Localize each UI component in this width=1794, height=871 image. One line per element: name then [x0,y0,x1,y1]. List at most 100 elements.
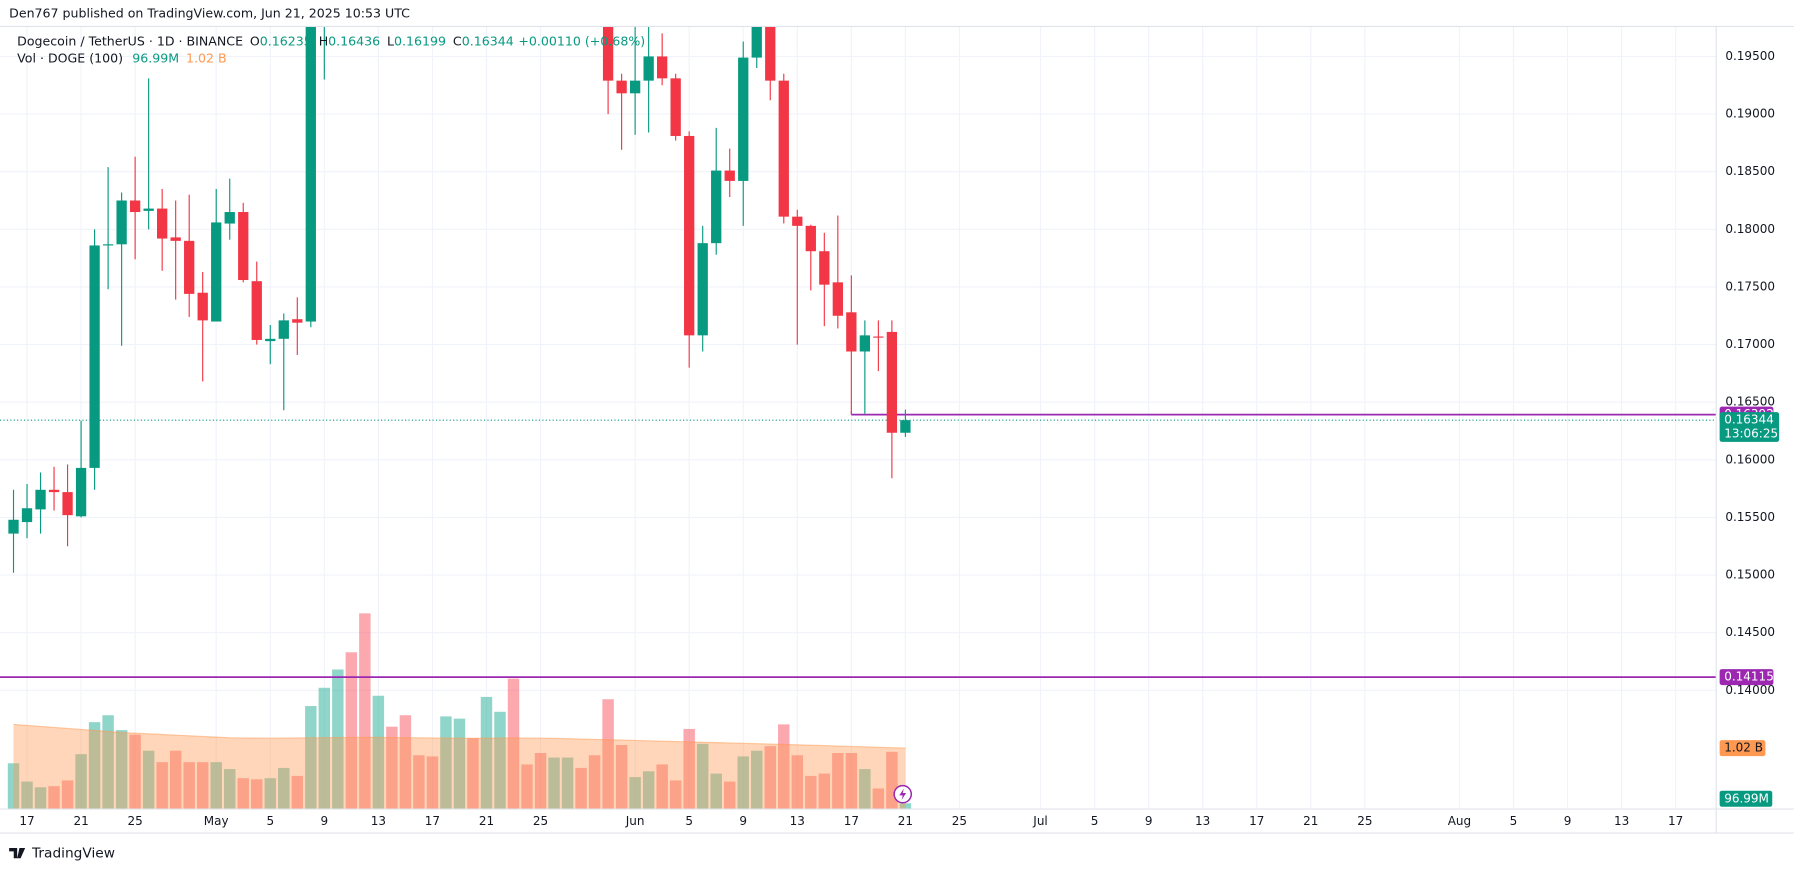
volume-bar [859,769,871,810]
volume-bar [886,751,898,810]
x-tick-label: 25 [1357,814,1372,828]
volume-ma-line [13,723,906,749]
x-tick-label: 21 [1303,814,1318,828]
volume-bar [791,755,804,810]
volume-bar [156,762,168,810]
candle-body [75,467,87,517]
volume-bar [75,754,87,810]
y-tick-label: 0.18500 [1725,164,1775,178]
volume-bar [696,743,709,810]
candle-body [184,240,195,294]
ohlc-key: L [387,33,394,48]
candle-body [886,331,898,433]
y-tick-label: 0.16500 [1725,395,1775,409]
volume-bar [805,775,817,810]
candle-body [684,135,695,336]
volume-bar [534,753,547,810]
volume-bar [521,764,533,810]
candle-body [48,489,60,493]
volume-bar [264,778,276,810]
volume-bar [453,718,466,810]
volume-bar [318,687,331,810]
volume-bar [548,757,560,810]
volume-bar [629,777,641,810]
volume-bar [642,771,655,810]
x-tick-label: 17 [1668,814,1683,828]
volume-bar [683,728,695,810]
candle-body [129,200,141,213]
candle-body [711,170,722,244]
ohlc-key: O [250,33,260,48]
volume-bar [115,730,128,810]
candle-body [670,78,681,136]
x-tick-label: 21 [73,814,88,828]
volume-bar [399,715,412,810]
logo [9,847,26,859]
candle-body [819,251,830,285]
ohlc-value: 0.16344 [462,33,514,48]
volume-ma-value: 1.02 B [186,50,227,65]
candle-body [765,26,776,81]
volume-bar [237,778,249,810]
price-pane [0,26,1717,678]
y-tick-label: 0.17500 [1725,279,1775,293]
x-tick-label: 13 [1195,814,1210,828]
volume-pane [7,613,912,810]
volume-bar [21,781,33,810]
volume-bar [656,764,668,810]
level-label-bg [1719,669,1774,686]
x-tick-label: 21 [898,814,913,828]
change: +0.00110 (+0.68%) [518,33,645,48]
x-tick-label: 17 [425,814,440,828]
volume-bar [102,715,114,810]
volume-bar [129,734,141,810]
candle-body [89,245,100,468]
symbol-line: Dogecoin / TetherUS · 1D · BINANCE O0.162… [17,33,645,48]
volume-bar [210,762,222,810]
volume-label-bg [1719,790,1773,807]
ohlc-value: 0.16436 [328,33,380,48]
x-tick-label: 9 [739,814,747,828]
y-tick-label: 0.15500 [1725,510,1775,524]
candle-body [724,170,735,181]
x-tick-label: May [204,814,229,828]
ohlc-key: C [453,33,462,48]
x-tick-label: 17 [19,814,34,828]
volume-bar [737,756,749,810]
ohlc-value: 0.16199 [394,33,446,48]
candle-body [738,57,749,181]
x-tick-label: 13 [790,814,805,828]
volume-bar [764,746,776,810]
x-tick-label: Jun [625,814,645,828]
x-tick-label: 5 [266,814,274,828]
candle-body [697,243,708,336]
volume-bar [413,755,425,810]
candle-body [805,225,816,252]
last-price-label: 0.16344 [1724,413,1774,427]
volume-bar [561,757,574,810]
axes: 0.14000 0.14500 0.15000 0.15500 0.16000 0.165… [19,49,1780,828]
volume-bar [778,724,790,810]
candle-body [102,244,114,246]
candle-body [792,216,803,226]
candle-body [643,56,654,81]
volume-bar [196,762,209,810]
candle-body [238,212,249,281]
x-tick-label: 17 [844,814,859,828]
volume-bar [386,726,398,810]
candle-body [292,319,303,323]
volume-value: 96.99M [132,50,179,65]
x-tick-label: 5 [685,814,693,828]
y-tick-label: 0.18000 [1725,222,1775,236]
volume-ma-area [13,724,906,810]
volume-bar [48,786,60,810]
volume-bar [142,750,155,810]
x-tick-label: 13 [371,814,386,828]
volume-bar [751,750,763,810]
volume-bar [507,678,520,810]
candle-body [629,80,641,94]
volume-bar [615,745,628,810]
volume-bar [480,696,493,810]
volume-bar [372,695,385,810]
candle-body [778,80,789,217]
